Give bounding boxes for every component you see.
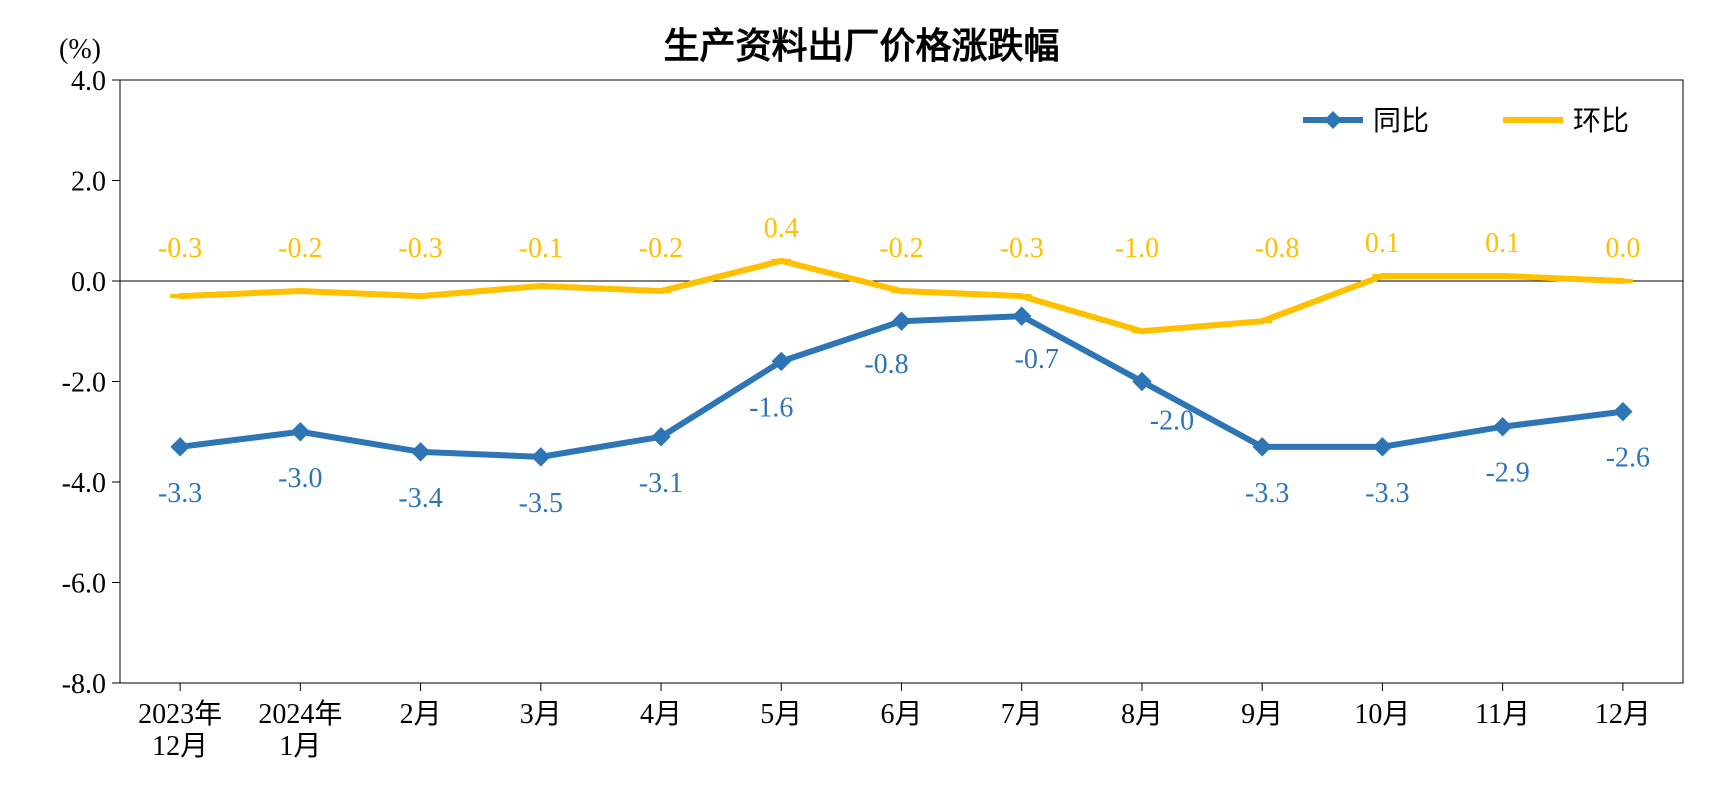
data-label-mom: 0.4 bbox=[764, 213, 799, 244]
x-tick-label: 4月 bbox=[640, 699, 682, 730]
x-tick-label: 2月 bbox=[400, 699, 442, 730]
x-tick-label: 9月 bbox=[1241, 699, 1283, 730]
data-label-yoy: -3.3 bbox=[158, 478, 202, 509]
data-label-yoy: -3.1 bbox=[639, 468, 683, 499]
x-tick-label: 5月 bbox=[760, 699, 802, 730]
data-label-yoy: -3.3 bbox=[1245, 478, 1289, 509]
data-label-mom: -0.3 bbox=[398, 233, 442, 264]
x-tick-label: 8月 bbox=[1121, 699, 1163, 730]
data-label-mom: 0.1 bbox=[1365, 228, 1400, 259]
data-label-yoy: -0.8 bbox=[864, 349, 908, 380]
y-tick-label: 2.0 bbox=[71, 166, 106, 197]
data-label-mom: -0.1 bbox=[519, 233, 563, 264]
data-label-mom: -0.3 bbox=[158, 233, 202, 264]
data-label-mom: -1.0 bbox=[1115, 233, 1159, 264]
y-tick-label: -2.0 bbox=[62, 367, 106, 398]
data-label-mom: 0.1 bbox=[1485, 228, 1520, 259]
legend-label: 同比 bbox=[1373, 105, 1429, 137]
y-tick-label: -8.0 bbox=[62, 669, 106, 700]
y-tick-label: -4.0 bbox=[62, 468, 106, 499]
data-label-yoy: -3.0 bbox=[278, 463, 322, 494]
data-label-yoy: -3.4 bbox=[398, 483, 442, 514]
data-label-mom: -0.3 bbox=[1000, 233, 1044, 264]
y-axis-unit-label: (%) bbox=[59, 34, 101, 65]
data-label-mom: -0.2 bbox=[639, 233, 683, 264]
data-label-mom: -0.2 bbox=[278, 233, 322, 264]
y-tick-label: -6.0 bbox=[62, 568, 106, 599]
x-tick-label: 6月 bbox=[880, 699, 922, 730]
y-tick-label: 0.0 bbox=[71, 267, 106, 298]
data-label-yoy: -1.6 bbox=[749, 392, 793, 423]
price-change-line-chart: 生产资料出厂价格涨跌幅 (%) -8.0 -6.0 -4.0 -2.0 0.0 2.0 4.0 2… bbox=[0, 0, 1723, 803]
y-tick-label: 4.0 bbox=[71, 66, 106, 97]
x-tick-label: 7月 bbox=[1001, 699, 1043, 730]
x-tick-label: 12月 bbox=[1595, 699, 1651, 730]
x-tick-label: 11月 bbox=[1475, 699, 1530, 730]
data-label-mom: 0.0 bbox=[1605, 233, 1640, 264]
chart-title: 生产资料出厂价格涨跌幅 bbox=[663, 25, 1059, 66]
x-tick-label: 10月 bbox=[1354, 699, 1410, 730]
legend-label: 环比 bbox=[1573, 105, 1629, 137]
data-label-yoy: -3.3 bbox=[1365, 478, 1409, 509]
data-label-yoy: -0.7 bbox=[1015, 344, 1059, 375]
x-tick-label: 3月 bbox=[520, 699, 562, 730]
data-label-mom: -0.8 bbox=[1255, 233, 1299, 264]
data-label-yoy: -2.6 bbox=[1606, 443, 1650, 474]
data-label-yoy: -2.0 bbox=[1150, 406, 1194, 437]
data-label-mom: -0.2 bbox=[879, 233, 923, 264]
data-label-yoy: -3.5 bbox=[519, 488, 563, 519]
data-label-yoy: -2.9 bbox=[1485, 458, 1529, 489]
